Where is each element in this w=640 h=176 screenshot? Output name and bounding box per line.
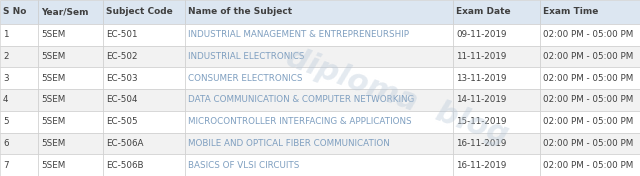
Text: 16-11-2019: 16-11-2019 [456, 139, 506, 148]
Text: 02:00 PM - 05:00 PM: 02:00 PM - 05:00 PM [543, 139, 633, 148]
Text: 5: 5 [3, 117, 8, 126]
Text: 02:00 PM - 05:00 PM: 02:00 PM - 05:00 PM [543, 95, 633, 104]
Bar [0, 46, 38, 67]
Text: 4: 4 [3, 95, 8, 104]
Bar [38, 67, 103, 89]
Bar [185, 111, 453, 133]
Bar [103, 46, 185, 67]
Bar [453, 89, 540, 111]
Text: Subject Code: Subject Code [106, 7, 173, 16]
Text: Exam Date: Exam Date [456, 7, 511, 16]
Bar [0, 133, 38, 154]
Bar [38, 154, 103, 176]
Text: 11-11-2019: 11-11-2019 [456, 52, 506, 61]
Bar [453, 67, 540, 89]
Bar [185, 133, 453, 154]
Text: EC-501: EC-501 [106, 30, 138, 39]
Text: 16-11-2019: 16-11-2019 [456, 161, 506, 170]
Text: 5SEM: 5SEM [41, 161, 65, 170]
Bar [103, 89, 185, 111]
Text: 15-11-2019: 15-11-2019 [456, 117, 506, 126]
Bar [103, 154, 185, 176]
Text: BASICS OF VLSI CIRCUITS: BASICS OF VLSI CIRCUITS [188, 161, 300, 170]
Text: 3: 3 [3, 74, 8, 83]
Bar [38, 133, 103, 154]
Text: EC-506A: EC-506A [106, 139, 143, 148]
Bar [0, 24, 38, 46]
Text: 09-11-2019: 09-11-2019 [456, 30, 506, 39]
Bar [453, 0, 540, 24]
Text: EC-502: EC-502 [106, 52, 138, 61]
Bar [103, 24, 185, 46]
Text: 5SEM: 5SEM [41, 30, 65, 39]
Text: 5SEM: 5SEM [41, 139, 65, 148]
Text: Year/Sem: Year/Sem [41, 7, 88, 16]
Bar [0, 154, 38, 176]
Bar [0, 0, 38, 24]
Text: DATA COMMUNICATION & COMPUTER NETWORKING: DATA COMMUNICATION & COMPUTER NETWORKING [188, 95, 414, 104]
Bar [453, 133, 540, 154]
Text: 6: 6 [3, 139, 8, 148]
Text: 5SEM: 5SEM [41, 117, 65, 126]
Bar [103, 0, 185, 24]
Bar [453, 154, 540, 176]
Bar [540, 46, 640, 67]
Bar [185, 67, 453, 89]
Text: Name of the Subject: Name of the Subject [188, 7, 292, 16]
Bar [453, 111, 540, 133]
Bar [103, 133, 185, 154]
Text: diploma  blog: diploma blog [282, 43, 512, 150]
Text: 7: 7 [3, 161, 8, 170]
Text: EC-506B: EC-506B [106, 161, 143, 170]
Text: 02:00 PM - 05:00 PM: 02:00 PM - 05:00 PM [543, 30, 633, 39]
Text: 02:00 PM - 05:00 PM: 02:00 PM - 05:00 PM [543, 117, 633, 126]
Bar [540, 133, 640, 154]
Text: 02:00 PM - 05:00 PM: 02:00 PM - 05:00 PM [543, 52, 633, 61]
Bar [185, 89, 453, 111]
Bar [0, 111, 38, 133]
Text: Exam Time: Exam Time [543, 7, 598, 16]
Bar [540, 111, 640, 133]
Text: 5SEM: 5SEM [41, 52, 65, 61]
Text: 02:00 PM - 05:00 PM: 02:00 PM - 05:00 PM [543, 74, 633, 83]
Text: 5SEM: 5SEM [41, 95, 65, 104]
Bar [540, 24, 640, 46]
Text: 13-11-2019: 13-11-2019 [456, 74, 506, 83]
Text: 2: 2 [3, 52, 8, 61]
Bar [38, 24, 103, 46]
Bar [185, 154, 453, 176]
Bar [540, 154, 640, 176]
Text: 02:00 PM - 05:00 PM: 02:00 PM - 05:00 PM [543, 161, 633, 170]
Text: S No: S No [3, 7, 26, 16]
Bar [0, 89, 38, 111]
Bar [38, 46, 103, 67]
Text: 14-11-2019: 14-11-2019 [456, 95, 506, 104]
Text: 1: 1 [3, 30, 8, 39]
Text: EC-504: EC-504 [106, 95, 138, 104]
Bar [185, 0, 453, 24]
Text: EC-505: EC-505 [106, 117, 138, 126]
Bar [453, 24, 540, 46]
Text: INDUSTRIAL ELECTRONICS: INDUSTRIAL ELECTRONICS [188, 52, 305, 61]
Text: 5SEM: 5SEM [41, 74, 65, 83]
Text: MOBILE AND OPTICAL FIBER COMMUNICATION: MOBILE AND OPTICAL FIBER COMMUNICATION [188, 139, 390, 148]
Bar [540, 0, 640, 24]
Bar [540, 89, 640, 111]
Bar [185, 46, 453, 67]
Bar [103, 111, 185, 133]
Bar [38, 89, 103, 111]
Bar [453, 46, 540, 67]
Bar [103, 67, 185, 89]
Text: MICROCONTROLLER INTERFACING & APPLICATIONS: MICROCONTROLLER INTERFACING & APPLICATIO… [188, 117, 412, 126]
Bar [540, 67, 640, 89]
Text: INDUSTRIAL MANAGEMENT & ENTREPRENEURSHIP: INDUSTRIAL MANAGEMENT & ENTREPRENEURSHIP [188, 30, 409, 39]
Bar [38, 111, 103, 133]
Text: EC-503: EC-503 [106, 74, 138, 83]
Bar [185, 24, 453, 46]
Text: CONSUMER ELECTRONICS: CONSUMER ELECTRONICS [188, 74, 303, 83]
Bar [0, 67, 38, 89]
Bar [38, 0, 103, 24]
